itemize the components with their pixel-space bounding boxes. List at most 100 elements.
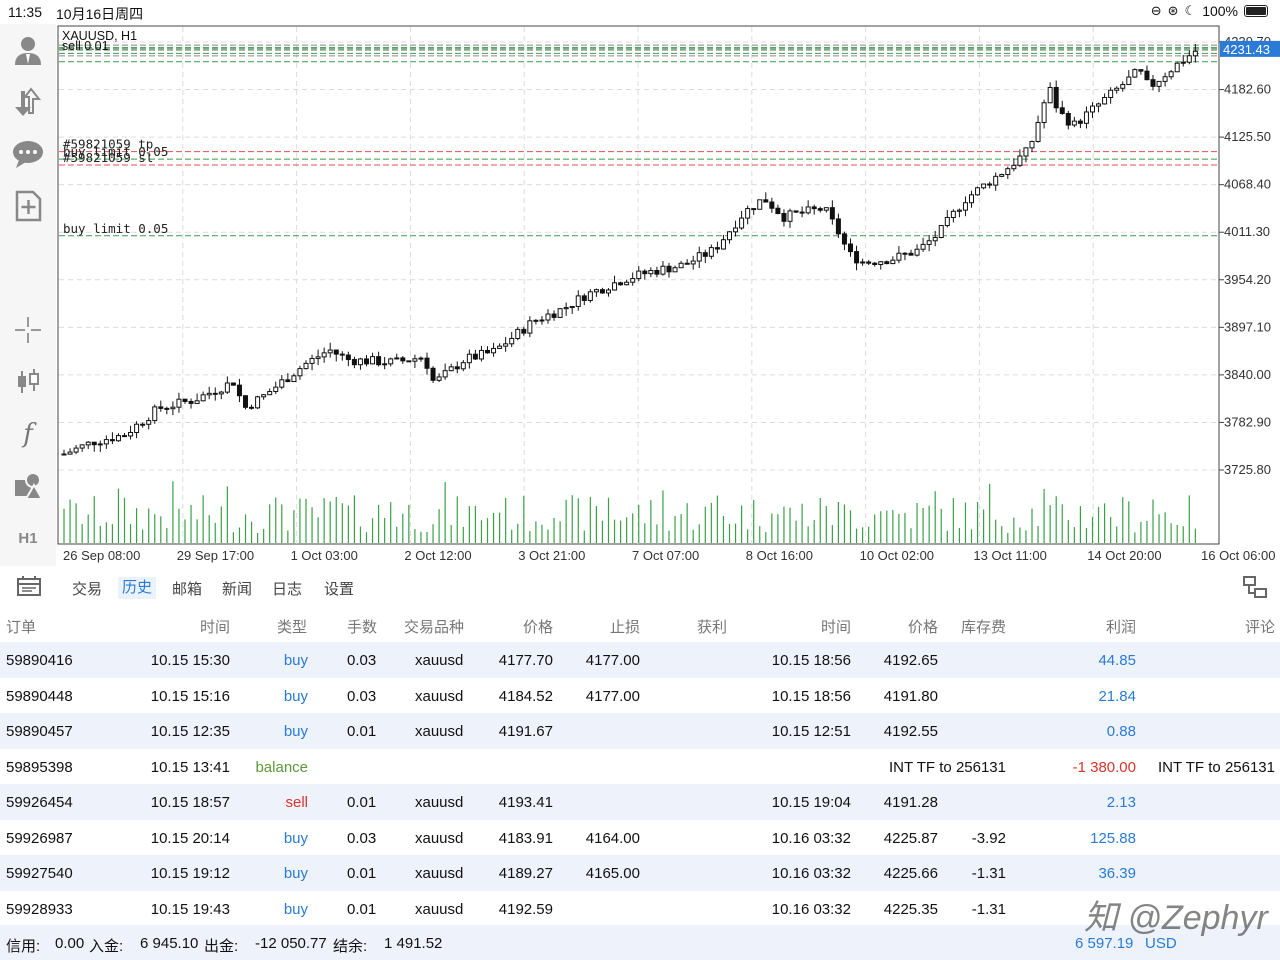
tab-mailbox[interactable]: 邮箱	[172, 581, 203, 598]
cell-profit: 21.84	[1098, 687, 1136, 705]
cell-open-time: 10.15 19:43	[150, 900, 230, 918]
candle-body	[775, 207, 781, 215]
menu-icon[interactable]	[16, 574, 42, 603]
credit-label: 信用:	[6, 938, 41, 955]
candle-body	[672, 267, 678, 273]
candle-body	[333, 349, 339, 355]
cell-lots: 0.03	[347, 652, 377, 669]
candle-body	[236, 384, 242, 397]
cell-close-price: 4191.28	[883, 794, 938, 811]
cell-lots: 0.03	[347, 687, 377, 705]
time-tick-label: 10 Oct 02:00	[860, 548, 934, 563]
price-chart[interactable]: 4239.704182.604125.504068.404011.303954.…	[56, 24, 1280, 566]
candle-body	[521, 328, 527, 334]
candle-body	[406, 360, 412, 363]
tab-settings[interactable]: 设置	[324, 581, 355, 598]
col-comment[interactable]: 评论	[1244, 619, 1275, 636]
candle-body	[938, 225, 944, 239]
col-close-time[interactable]: 时间	[820, 619, 851, 636]
candle-body	[829, 207, 835, 220]
trade-transfer-icon[interactable]	[8, 82, 48, 122]
col-tp[interactable]: 获利	[696, 619, 727, 636]
history-table-header: 订单 时间 类型 手数 交易品种 价格 止损 获利 时间 价格 库存费 利润 评…	[0, 606, 1280, 642]
cell-type: buy	[283, 900, 308, 918]
candle-body	[733, 227, 739, 233]
candle-body	[763, 199, 769, 203]
account-summary: 信用: 0.00 入金: 6 945.10 出金: -12 050.77 结余:…	[0, 925, 1280, 960]
candle-body	[1168, 71, 1174, 78]
tab-history[interactable]: 历史	[118, 577, 157, 599]
candle-body	[739, 217, 745, 229]
table-row[interactable]: 59926987 10.15 20:14 buy 0.03 xauusd 4183.91 4…	[0, 820, 1280, 856]
table-row[interactable]: 59928933 10.15 19:43 buy 0.01 xauusd 4192.59 1…	[0, 891, 1280, 927]
tab-news[interactable]: 新闻	[222, 581, 253, 598]
chat-icon[interactable]	[8, 134, 48, 174]
candle-body	[1156, 80, 1162, 87]
cell-open-time: 10.15 15:16	[150, 687, 230, 705]
col-sl[interactable]: 止损	[609, 619, 640, 636]
crosshair-icon[interactable]	[8, 310, 48, 350]
cell-open-time: 10.15 12:35	[150, 723, 230, 740]
candle-body	[230, 382, 236, 386]
cell-open-time: 10.15 18:57	[150, 794, 230, 811]
candle-body	[1041, 102, 1047, 123]
cell-stop-loss: 4164.00	[585, 829, 640, 847]
candle-body	[424, 357, 430, 369]
candle-body	[448, 366, 454, 372]
col-swap[interactable]: 库存费	[960, 619, 1006, 636]
cell-close-price: 4225.66	[883, 865, 938, 882]
cell-close-price: 4191.80	[883, 687, 938, 705]
candle-body	[702, 252, 708, 257]
col-close-price[interactable]: 价格	[907, 619, 938, 636]
function-icon[interactable]: f	[23, 419, 33, 449]
table-row[interactable]: 59927540 10.15 19:12 buy 0.01 xauusd 4189.27 4…	[0, 855, 1280, 891]
candle-body	[581, 295, 587, 301]
table-row[interactable]: 59926454 10.15 18:57 sell 0.01 xauusd 4193.41…	[0, 784, 1280, 820]
candle-body	[73, 447, 79, 453]
timeframe-button[interactable]: H1	[18, 529, 38, 547]
col-profit[interactable]: 利润	[1105, 619, 1136, 636]
candle-body	[866, 261, 872, 264]
status-time: 11:35	[8, 4, 42, 20]
cell-order-id: 59928933	[6, 900, 73, 918]
col-lots[interactable]: 手数	[347, 619, 378, 636]
new-document-icon[interactable]	[8, 186, 48, 226]
candle-body	[848, 243, 853, 253]
candle-body	[1120, 84, 1126, 89]
candle-body	[303, 362, 309, 370]
tab-journal[interactable]: 日志	[272, 581, 303, 598]
candle-body	[1017, 155, 1023, 166]
link-icon: ⊖	[1150, 3, 1162, 18]
deposit-value: 6 945.10	[140, 935, 199, 952]
candle-body	[805, 206, 811, 214]
col-type[interactable]: 类型	[277, 619, 308, 636]
table-row[interactable]: 59890457 10.15 12:35 buy 0.01 xauusd 4191.67 1…	[0, 713, 1280, 749]
candles-icon[interactable]	[8, 362, 48, 402]
cell-open-time: 10.15 13:41	[150, 758, 230, 776]
objects-icon[interactable]	[8, 466, 48, 506]
tab-trade[interactable]: 交易	[72, 581, 103, 598]
candle-body	[128, 431, 134, 437]
candle-body	[1144, 70, 1150, 81]
candle-body	[206, 392, 212, 396]
table-row[interactable]: 59895398 10.15 13:41 balance INT TF to 2561…	[0, 749, 1280, 785]
candle-body	[890, 259, 896, 265]
col-order[interactable]: 订单	[6, 619, 37, 636]
col-price[interactable]: 价格	[522, 619, 553, 636]
candle-body	[950, 210, 956, 218]
table-row[interactable]: 59890416 10.15 15:30 buy 0.03 xauusd 4177.70 4…	[0, 642, 1280, 678]
withdraw-label: 出金:	[204, 938, 239, 955]
cell-close-price: 4192.65	[883, 652, 938, 669]
account-icon[interactable]	[8, 30, 48, 70]
col-symbol[interactable]: 交易品种	[404, 619, 465, 636]
candle-body	[1065, 112, 1071, 126]
col-open-time[interactable]: 时间	[199, 619, 230, 636]
cell-type: buy	[283, 723, 308, 740]
candle-body	[1132, 69, 1138, 78]
candle-body	[503, 343, 509, 347]
candle-body	[442, 370, 448, 378]
candle-body	[1077, 120, 1083, 124]
share-icon[interactable]	[1242, 574, 1268, 605]
table-row[interactable]: 59890448 10.15 15:16 buy 0.03 xauusd 4184.52 4…	[0, 678, 1280, 714]
time-tick-label: 7 Oct 07:00	[632, 548, 699, 563]
